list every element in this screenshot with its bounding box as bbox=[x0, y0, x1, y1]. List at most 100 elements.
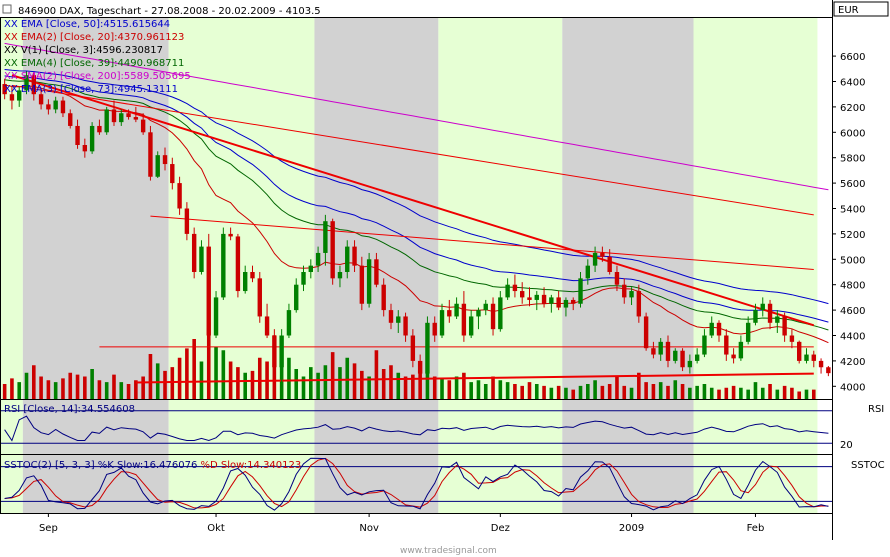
volume-bar bbox=[170, 367, 175, 399]
candle-body bbox=[745, 322, 751, 342]
volume-bar bbox=[367, 376, 371, 399]
candle-body bbox=[826, 367, 831, 374]
volume-bar bbox=[695, 385, 699, 399]
month-band bbox=[314, 18, 439, 399]
volume-bar bbox=[571, 389, 576, 399]
volume-bar bbox=[411, 374, 415, 399]
volume-bar bbox=[432, 376, 437, 399]
candle-body bbox=[760, 303, 765, 311]
volume-bar bbox=[46, 380, 51, 399]
volume-bar bbox=[564, 387, 568, 399]
candle-body bbox=[643, 316, 649, 349]
candle-body bbox=[272, 335, 277, 368]
candle-body bbox=[24, 75, 29, 91]
legend-entry: XX EMA(2) [Close, 20]:4370.961123 bbox=[4, 32, 184, 43]
rsi-month-band bbox=[693, 400, 818, 454]
chart-title: 846900 DAX, Tageschart - 27.08.2008 - 20… bbox=[18, 6, 321, 17]
candle-body bbox=[549, 297, 554, 304]
ema-39-line bbox=[4, 79, 829, 331]
y-tick-label: 4400 bbox=[840, 332, 865, 343]
volume-bar bbox=[104, 382, 109, 399]
legend-entry: XX EMA(4) [Close, 39]:4490.968711 bbox=[4, 58, 184, 69]
price-axis: 4000 4200 4400 4600 4800 5000 5200 5400 5600 5800… bbox=[832, 52, 865, 393]
legend: XX EMA [Close, 50]:4515.615644 XX EMA(2) … bbox=[4, 19, 191, 95]
candle-body bbox=[461, 303, 467, 336]
rsi-month-band bbox=[314, 400, 439, 454]
volume-bar bbox=[61, 378, 65, 399]
candle-body bbox=[221, 233, 226, 298]
candle-body bbox=[242, 272, 248, 292]
volume-bar bbox=[250, 370, 255, 399]
close-box-icon bbox=[2, 4, 12, 14]
candle-body bbox=[673, 350, 678, 361]
y-tick-label: 4800 bbox=[840, 281, 865, 292]
candle-body bbox=[724, 335, 729, 355]
volume-bar bbox=[702, 384, 707, 399]
sstoc-month-band bbox=[168, 455, 315, 513]
volume-bar bbox=[520, 385, 524, 399]
volume-bar bbox=[790, 387, 794, 399]
y-tick-label: 5600 bbox=[840, 179, 865, 190]
sstoc-legend: SSTOC(2) [5, 3, 3] %K Slow:16.476076 %D … bbox=[4, 460, 301, 471]
volume-bar bbox=[782, 385, 787, 399]
candle-body bbox=[177, 183, 182, 209]
volume-bar bbox=[447, 380, 452, 399]
volume-bar bbox=[352, 363, 357, 399]
volume-bar bbox=[593, 380, 597, 399]
volume-bar bbox=[586, 384, 590, 399]
candle-body bbox=[775, 316, 780, 323]
time-axis: Sep Okt Nov Dez 2009 Feb bbox=[39, 513, 764, 534]
currency-label: EUR bbox=[838, 5, 859, 16]
sstoc-k-line bbox=[4, 457, 829, 511]
candle-body bbox=[432, 322, 437, 336]
candle-body bbox=[279, 335, 284, 368]
volume-bar bbox=[192, 339, 196, 399]
y-tick-label: 6000 bbox=[840, 128, 865, 139]
ema-20-line bbox=[4, 84, 829, 344]
rsi-level-label: 20 bbox=[840, 440, 853, 451]
candle-body bbox=[191, 233, 197, 272]
volume-bar bbox=[177, 357, 182, 399]
volume-bar bbox=[53, 382, 58, 399]
candle-body bbox=[38, 94, 44, 105]
candle-body bbox=[381, 284, 386, 311]
candle-body bbox=[636, 291, 642, 317]
candle-body bbox=[716, 322, 722, 336]
candle-body bbox=[519, 291, 525, 298]
candle-body bbox=[782, 316, 787, 336]
volume-bar bbox=[622, 385, 627, 399]
volume-bar bbox=[688, 387, 692, 399]
candle-body bbox=[439, 310, 445, 336]
volume-bar bbox=[658, 382, 663, 399]
month-band bbox=[22, 18, 169, 399]
candle-body bbox=[126, 113, 131, 118]
candle-body bbox=[89, 125, 95, 152]
volume-bar bbox=[768, 384, 772, 399]
volume-bar bbox=[644, 382, 648, 399]
candle-body bbox=[294, 284, 299, 311]
trendline-channel_high bbox=[11, 84, 814, 216]
candle-body bbox=[148, 132, 153, 177]
x-tick-label: Dez bbox=[491, 523, 510, 534]
x-tick-label: Sep bbox=[39, 523, 58, 534]
volume-bar bbox=[199, 361, 204, 399]
volume-bar bbox=[243, 372, 247, 399]
candle-body bbox=[578, 278, 583, 304]
candle-body bbox=[417, 360, 423, 374]
volume-bar bbox=[2, 384, 7, 399]
volume-bar bbox=[542, 385, 546, 399]
volume-bar bbox=[257, 357, 262, 399]
volume-bar bbox=[155, 363, 160, 399]
volume-bar bbox=[345, 357, 350, 399]
volume-bar bbox=[90, 369, 94, 399]
candle-body bbox=[213, 297, 219, 336]
volume-bar bbox=[214, 346, 218, 399]
rsi-month-band bbox=[22, 400, 169, 454]
y-tick-label: 4600 bbox=[840, 306, 865, 317]
volume-bar bbox=[637, 372, 641, 399]
candle-body bbox=[396, 316, 401, 323]
candle-body bbox=[753, 310, 758, 323]
sma-200-line bbox=[4, 42, 829, 191]
candle-body bbox=[410, 335, 416, 361]
candles bbox=[2, 71, 831, 383]
